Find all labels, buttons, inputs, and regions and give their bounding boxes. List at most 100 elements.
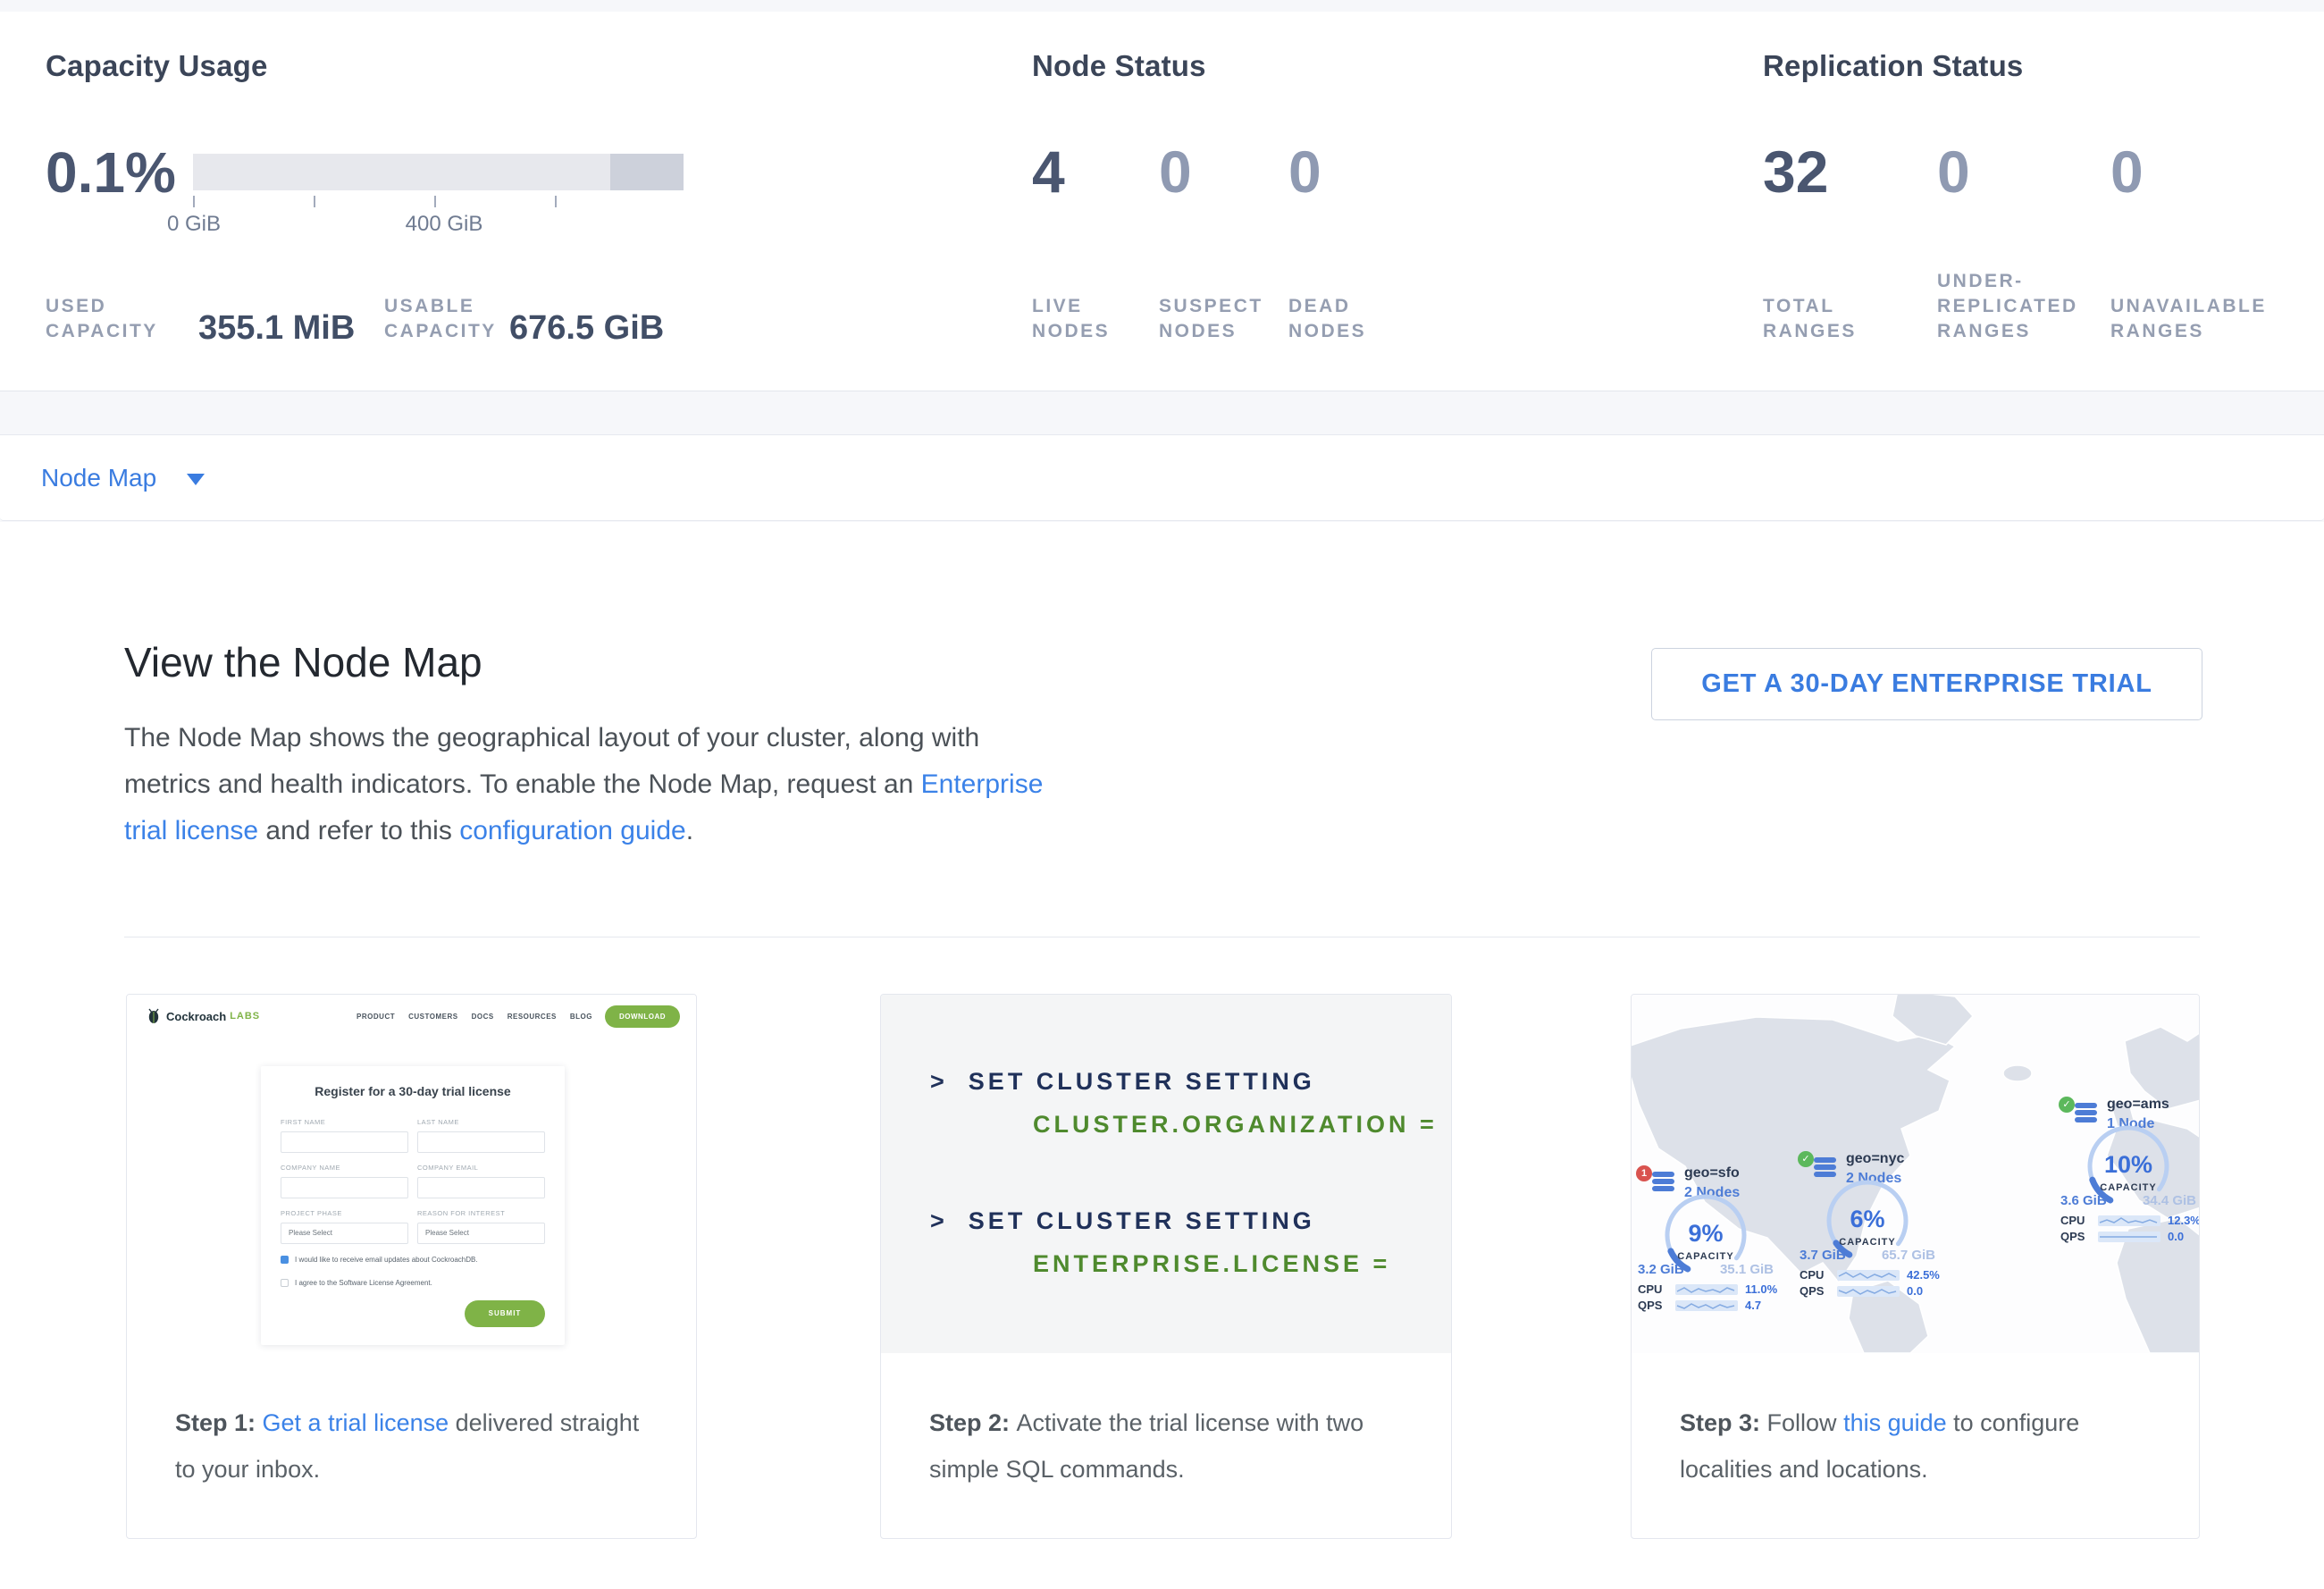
capacity-usage-title: Capacity Usage [46,49,268,82]
qps-value: 0.0 [1907,1284,1924,1298]
step1-caption: Step 1: Get a trial license delivered st… [127,1353,696,1492]
error-badge-icon: 1 [1636,1165,1652,1181]
node-map-dropdown[interactable]: Node Map [41,435,206,520]
gauge-tick [193,196,195,207]
minisite-nav-blog: BLOG [569,1012,592,1021]
node-map-preview: 1 geo=sfo 2 Nodes 9% CAPACITY 3.2 GiB 35.… [1632,995,2199,1353]
qps-label: QPS [2060,1230,2085,1243]
capacity-used-gib: 3.7 GiB [1800,1248,1846,1263]
locality-name: geo=ams [2107,1097,2169,1112]
sql-cluster-organization: CLUSTER.ORGANIZATION = [1033,1111,1438,1138]
minisite-nav: PRODUCT CUSTOMERS DOCS RESOURCES BLOG [357,1013,592,1021]
step3-text-after: to configure [1946,1409,2080,1436]
first-name-input [281,1131,408,1153]
minisite-nav-customers: CUSTOMERS [408,1012,458,1021]
unavailable-ranges-label: UNAVAILABLE RANGES [2110,296,2267,341]
live-nodes-label: LIVE NODES [1032,296,1111,341]
gauge-tick-label-400: 400 GiB [405,212,483,236]
under-replicated-ranges-count: 0 [1937,139,1970,205]
email-updates-label: I would like to receive email updates ab… [295,1256,478,1264]
minisite-brand-labs: LABS [230,1011,261,1022]
minisite-nav-docs: DOCS [471,1012,494,1021]
field-label-project-phase: PROJECT PHASE [281,1209,342,1217]
cpu-label: CPU [1638,1282,1663,1296]
reason-select: Please Select [417,1223,545,1244]
field-label-company-email: COMPANY EMAIL [417,1164,479,1172]
qps-value: 0.0 [2168,1230,2185,1243]
live-nodes-count: 4 [1032,139,1065,205]
enterprise-trial-button[interactable]: GET A 30-DAY ENTERPRISE TRIAL [1651,648,2202,720]
project-phase-select: Please Select [281,1223,408,1244]
gauge-tick-label-0: 0 GiB [166,212,222,236]
step1-text-line2: to your inbox. [175,1456,321,1483]
description-line2: metrics and health indicators. To enable… [124,769,921,799]
cpu-value: 12.3% [2168,1214,2199,1227]
capacity-gauge-arc: 9% CAPACITY [1664,1193,1748,1277]
capacity-total-gib: 65.7 GiB [1881,1248,1935,1263]
capacity-percent: 6% [1850,1206,1884,1232]
step2-caption: Step 2: Activate the trial license with … [881,1353,1451,1492]
capacity-percent: 10% [2104,1151,2152,1178]
suspect-nodes-label: SUSPECT NODES [1159,296,1263,341]
qps-label: QPS [1800,1284,1825,1298]
usable-capacity-value: 676.5 GiB [509,309,665,347]
step2-text-line2: simple SQL commands. [929,1456,1185,1483]
this-guide-link[interactable]: this guide [1843,1409,1947,1436]
qps-value: 4.7 [1745,1299,1762,1312]
used-capacity-label: USED CAPACITY [46,296,158,341]
sql-enterprise-license: ENTERPRISE.LICENSE = [1033,1250,1391,1277]
trial-license-site-screenshot: Cockroach LABS PRODUCT CUSTOMERS DOCS RE… [127,995,696,1353]
sql-prompt: > [930,1068,948,1095]
step3-card: 1 geo=sfo 2 Nodes 9% CAPACITY 3.2 GiB 35.… [1631,994,2200,1539]
dead-nodes-count: 0 [1288,139,1321,205]
capacity-total-gib: 35.1 GiB [1719,1262,1774,1277]
step3-caption: Step 3: Follow this guide to configure l… [1632,1353,2199,1492]
gauge-tick [434,196,436,207]
ok-badge-icon: ✓ [2059,1097,2075,1113]
sql-prompt: > [930,1207,948,1234]
cockroach-logo-icon [148,1008,159,1023]
step2-card: > SET CLUSTER SETTING CLUSTER.ORGANIZATI… [880,994,1452,1539]
field-label-last-name: LAST NAME [417,1118,459,1126]
gauge-tick [555,196,557,207]
minisite-brand: Cockroach [166,1009,227,1023]
unavailable-ranges-count: 0 [2110,139,2144,205]
minisite-submit-button: SUBMIT [465,1300,545,1327]
cpu-value: 42.5% [1907,1268,1940,1282]
capacity-caption: CAPACITY [1839,1237,1895,1248]
used-capacity-value: 355.1 MiB [198,309,356,347]
field-label-company-name: COMPANY NAME [281,1164,340,1172]
gauge-tick [314,196,315,207]
step3-label: Step 3: [1680,1409,1767,1436]
page-title: View the Node Map [124,639,482,685]
locality-name: geo=nyc [1846,1151,1905,1166]
qps-label: QPS [1638,1299,1663,1312]
minisite-form-title: Register for a 30-day trial license [315,1084,511,1098]
sql-commands-panel: > SET CLUSTER SETTING CLUSTER.ORGANIZATI… [881,995,1451,1353]
step1-text: delivered straight [449,1409,640,1436]
get-trial-license-link[interactable]: Get a trial license [262,1409,449,1436]
cpu-sparkline [1837,1269,1900,1281]
capacity-used-percent: 0.1% [46,140,176,205]
minisite-download-button: DOWNLOAD [605,1005,680,1028]
field-label-reason: REASON FOR INTEREST [417,1209,506,1217]
step1-label: Step 1: [175,1409,263,1436]
field-label-first-name: FIRST NAME [281,1118,326,1126]
qps-sparkline [1675,1299,1738,1311]
capacity-used-gib: 3.6 GiB [2060,1193,2107,1208]
capacity-gauge-dark-segment [610,154,684,190]
capacity-gauge-arc: 10% CAPACITY [2086,1124,2170,1208]
enterprise-trial-license-link[interactable]: Enterprise [920,769,1044,799]
minisite-nav-product: PRODUCT [357,1012,396,1021]
company-name-input [281,1177,408,1198]
description-line1: The Node Map shows the geographical layo… [124,723,980,752]
description-line3: and refer to this [258,816,460,845]
enterprise-trial-license-link[interactable]: trial license [124,816,259,845]
configuration-guide-link[interactable]: configuration guide [459,816,686,845]
minisite-register-form: Register for a 30-day trial license FIRS… [261,1066,565,1345]
minisite-header: Cockroach LABS PRODUCT CUSTOMERS DOCS RE… [127,995,696,1038]
cpu-value: 11.0% [1745,1282,1778,1296]
cpu-sparkline [2098,1215,2160,1226]
cpu-sparkline [1675,1283,1738,1295]
license-agreement-checkbox [281,1279,289,1287]
